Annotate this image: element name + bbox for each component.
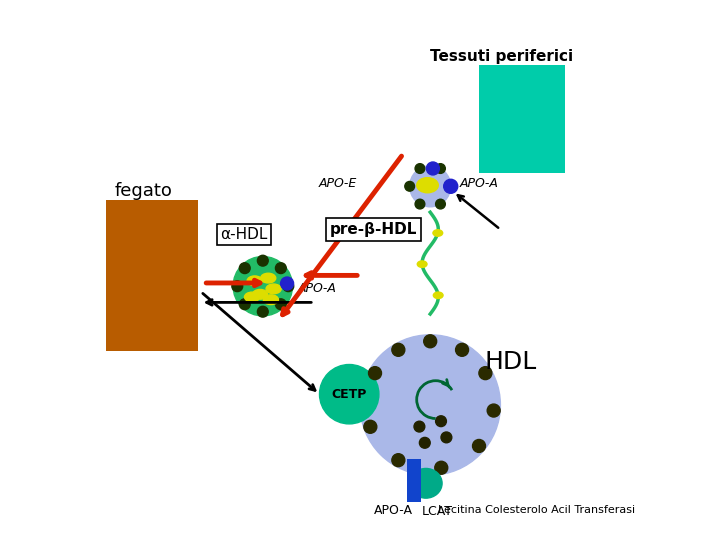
Circle shape [472,440,485,453]
Circle shape [258,306,268,317]
Circle shape [233,256,292,316]
Text: pre-β-HDL: pre-β-HDL [330,222,417,237]
Circle shape [423,335,436,348]
Circle shape [414,421,425,432]
Ellipse shape [417,178,438,193]
Circle shape [444,179,458,193]
Circle shape [232,281,243,292]
Ellipse shape [253,289,268,299]
Circle shape [479,367,492,380]
Circle shape [369,367,382,380]
Circle shape [281,277,294,290]
Circle shape [276,263,287,274]
Text: LCAT: LCAT [422,505,453,518]
Ellipse shape [433,292,443,299]
Circle shape [426,162,439,175]
Text: APO-A: APO-A [374,504,413,517]
Circle shape [405,181,415,191]
Circle shape [392,343,405,356]
Circle shape [456,343,469,356]
Circle shape [415,164,425,173]
Text: Tessuti periferici: Tessuti periferici [431,49,573,64]
Ellipse shape [418,261,427,267]
Circle shape [283,281,294,292]
Circle shape [239,299,250,309]
Ellipse shape [410,468,442,498]
Circle shape [276,299,287,309]
FancyBboxPatch shape [107,200,198,351]
Ellipse shape [261,273,276,283]
Circle shape [239,263,250,274]
Circle shape [441,432,452,443]
Circle shape [360,335,500,475]
Circle shape [436,199,446,209]
Circle shape [258,255,268,266]
Ellipse shape [433,230,443,236]
Text: CETP: CETP [331,388,367,401]
Circle shape [487,404,500,417]
Circle shape [436,416,446,427]
Circle shape [364,420,377,433]
FancyBboxPatch shape [408,459,420,502]
Text: HDL: HDL [484,350,536,374]
Circle shape [415,199,425,209]
Text: Lecitina Colesterolo Acil Transferasi: Lecitina Colesterolo Acil Transferasi [438,505,636,515]
Text: APO-A: APO-A [298,282,337,295]
Ellipse shape [247,276,262,286]
Text: fegato: fegato [114,182,172,200]
Circle shape [410,166,451,207]
Ellipse shape [266,284,282,294]
Circle shape [392,454,405,467]
Circle shape [320,364,379,424]
Circle shape [419,437,431,448]
Ellipse shape [264,295,279,305]
Text: α-HDL: α-HDL [220,227,268,242]
Text: APO-E: APO-E [319,177,357,190]
FancyBboxPatch shape [479,65,565,173]
Circle shape [446,181,456,191]
Text: APO-A: APO-A [460,177,499,190]
Circle shape [436,164,446,173]
Ellipse shape [245,292,260,302]
Circle shape [435,461,448,474]
